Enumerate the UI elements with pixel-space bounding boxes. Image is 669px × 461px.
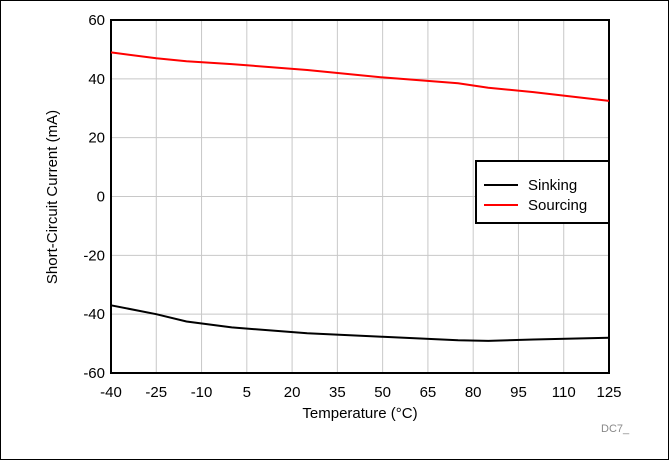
legend-label-sourcing: Sourcing	[528, 197, 587, 214]
figure-id-label: DC7_	[601, 423, 630, 435]
x-tick-labels: -40 -25 -10 5 20 35 50 65 80 95 110 125	[100, 384, 621, 401]
x-tick-label: -10	[191, 384, 213, 401]
y-tick-label: -40	[83, 306, 105, 323]
x-tick-label: 125	[596, 384, 621, 401]
legend-box	[475, 160, 610, 224]
y-tick-label: 20	[88, 130, 105, 147]
x-axis-title: Temperature (°C)	[302, 405, 417, 422]
y-axis-title: Short-Circuit Current (mA)	[44, 110, 61, 284]
y-tick-label: -60	[83, 365, 105, 382]
x-tick-label: 65	[420, 384, 437, 401]
legend-label-sinking: Sinking	[528, 177, 577, 194]
x-tick-label: 50	[374, 384, 391, 401]
x-tick-label: 35	[329, 384, 346, 401]
x-tick-label: -40	[100, 384, 122, 401]
y-tick-label: -20	[83, 247, 105, 264]
x-tick-label: 110	[552, 384, 576, 401]
y-tick-label: 40	[88, 71, 105, 88]
y-tick-label: 0	[97, 189, 105, 206]
x-tick-label: 20	[284, 384, 301, 401]
series-line-sourcing	[110, 51, 610, 102]
x-tick-label: 5	[243, 384, 251, 401]
y-tick-label: 60	[88, 12, 105, 29]
x-tick-label: -25	[145, 384, 167, 401]
x-tick-label: 95	[510, 384, 527, 401]
series-line-sinking	[110, 304, 610, 342]
data-series	[110, 51, 610, 342]
y-tick-labels: 60 40 20 0 -20 -40 -60	[83, 12, 105, 382]
x-tick-label: 80	[465, 384, 482, 401]
legend: Sinking Sourcing	[475, 160, 610, 224]
